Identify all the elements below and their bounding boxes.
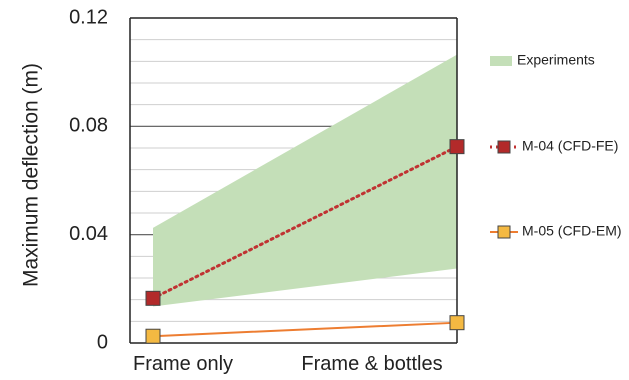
legend-label-0: M-04 (CFD-FE) <box>522 138 618 154</box>
experiments-band <box>153 54 457 307</box>
y-tick-label: 0.08 <box>69 115 108 137</box>
y-tick-label: 0.04 <box>69 223 108 245</box>
x-tick-label: Frame only <box>133 353 233 375</box>
series-line-1 <box>152 321 458 338</box>
legend-label-1: M-05 (CFD-EM) <box>522 223 622 239</box>
legend-label-experiments: Experiments <box>517 52 595 68</box>
legend-marker-0 <box>497 140 511 154</box>
series-marker-1-1 <box>449 315 465 331</box>
y-axis-label: Maximum deflection (m) <box>20 63 43 287</box>
legend: Experiments M-04 (CFD-FE) M-05 (CFD-EM) <box>490 52 622 239</box>
tick-labels: 0 0.04 0.08 0.12 Frame only Frame & bottles <box>69 6 443 375</box>
plot-frame <box>129 17 458 344</box>
series-layer <box>145 139 465 344</box>
y-tick-label: 0 <box>97 331 108 353</box>
legend-swatch-experiments <box>490 56 512 66</box>
series-line-0 <box>151 145 459 300</box>
series-marker-0-0 <box>145 290 161 306</box>
series-marker-1-0 <box>145 328 161 344</box>
legend-marker-1 <box>497 225 511 239</box>
experiments-band-layer <box>153 54 457 307</box>
y-tick-label: 0.12 <box>69 6 108 28</box>
series-marker-0-1 <box>449 139 465 155</box>
x-tick-label: Frame & bottles <box>301 353 442 375</box>
